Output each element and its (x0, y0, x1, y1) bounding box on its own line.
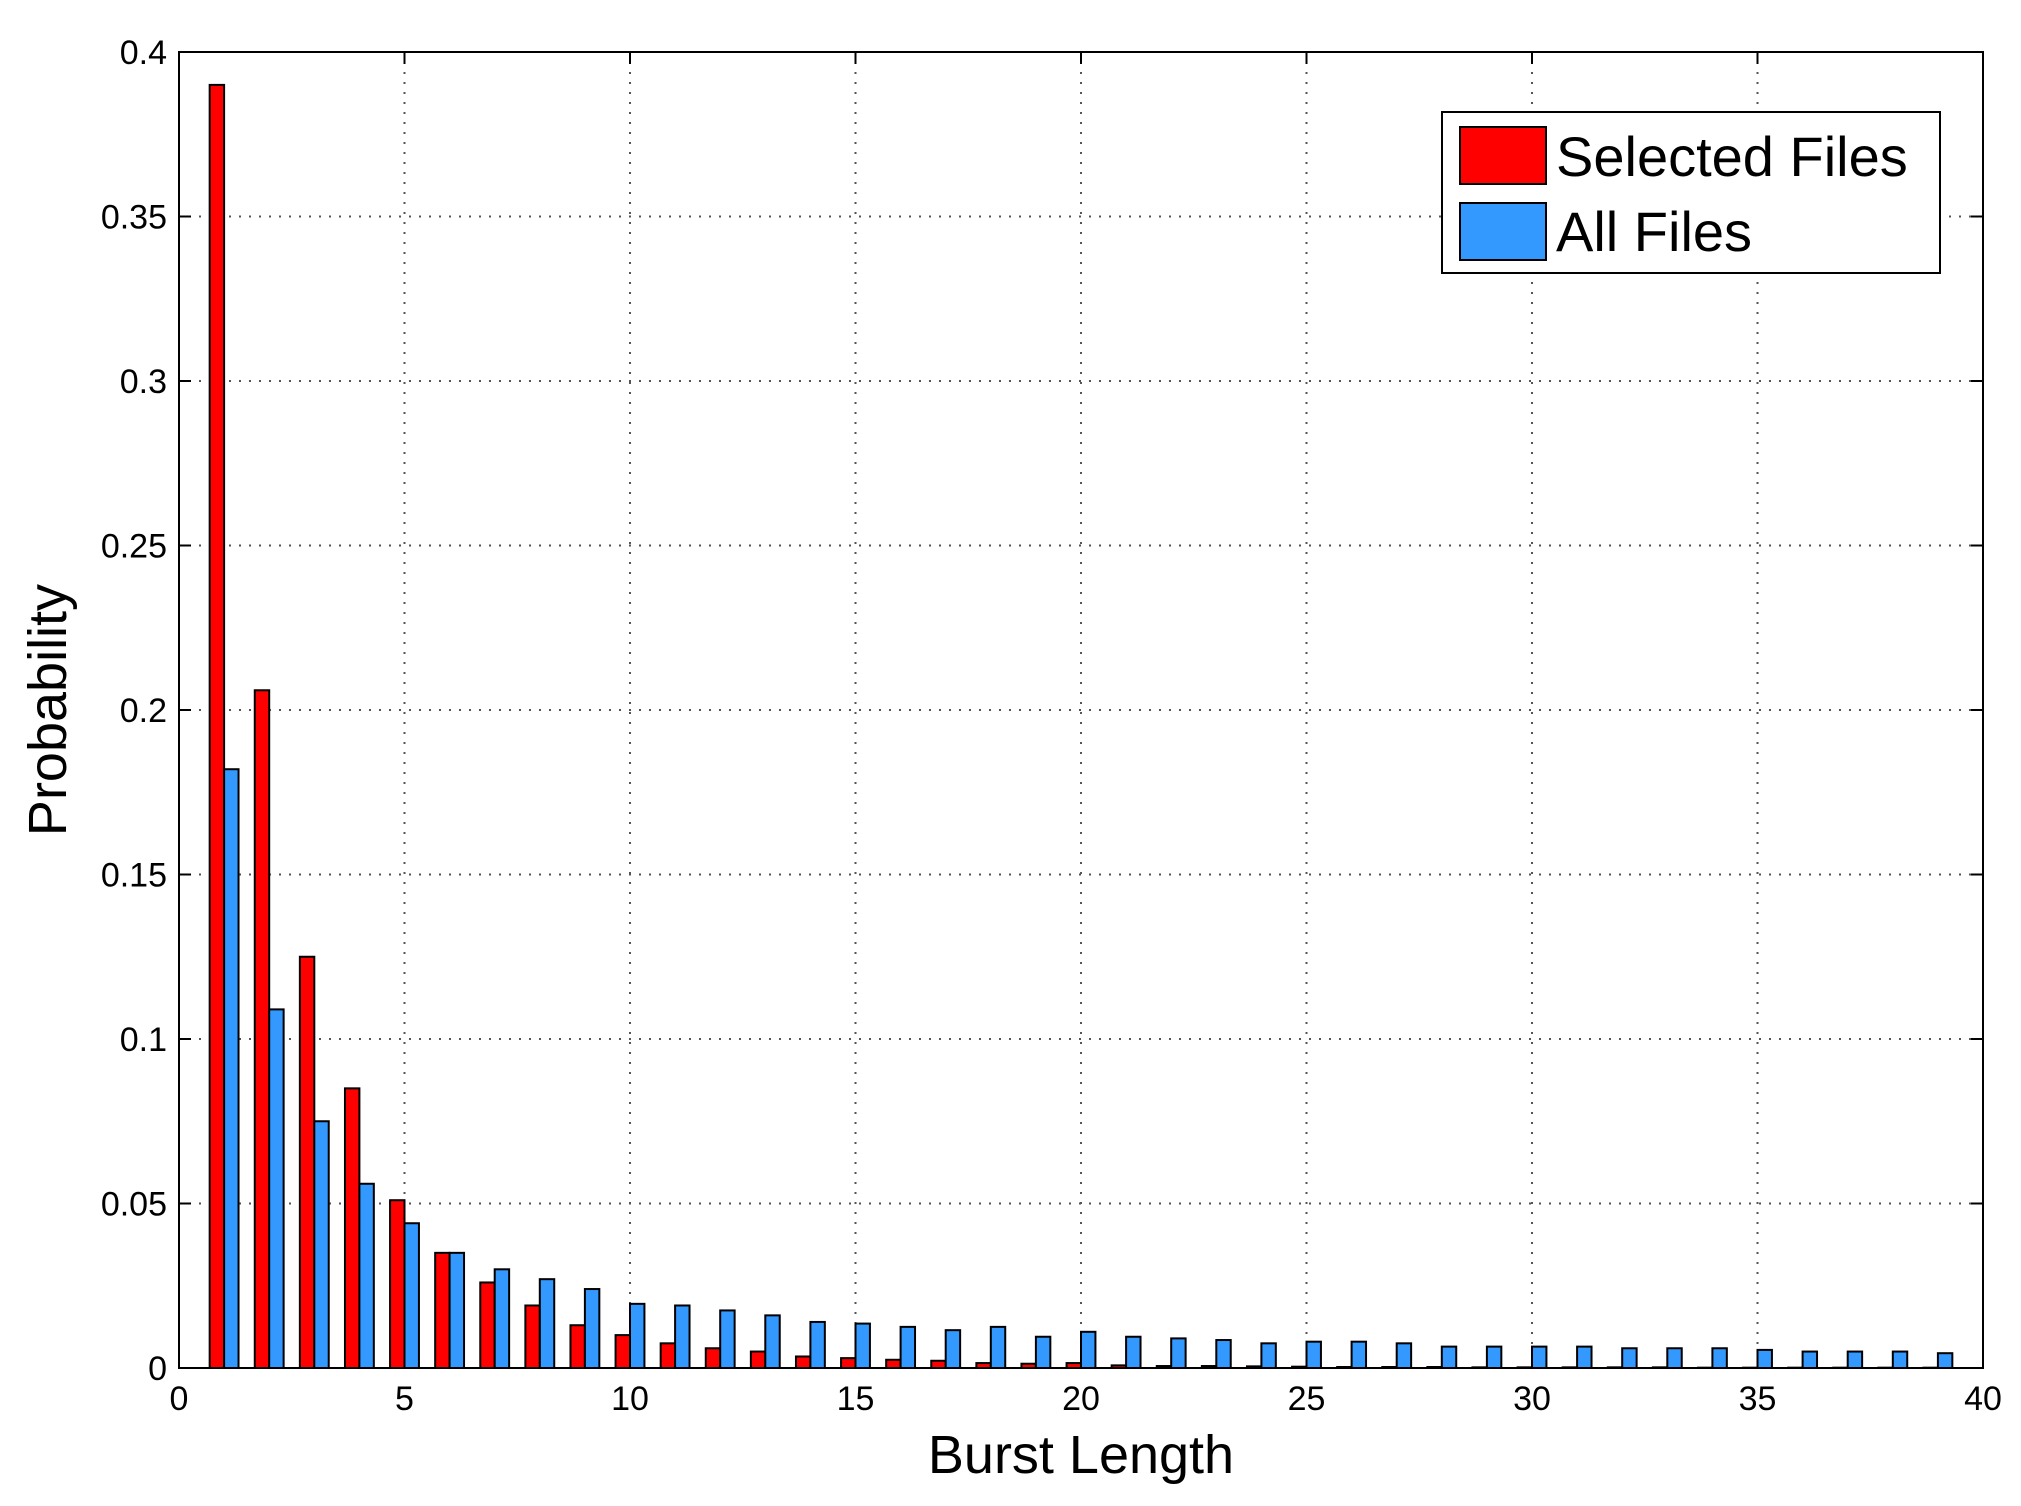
bar-selected-files (794, 1355, 812, 1369)
x-tick-label: 20 (1062, 1380, 1100, 1418)
bar-selected-files (840, 1357, 857, 1370)
bar-selected-files (659, 1342, 677, 1369)
bar-selected-files (885, 1358, 902, 1370)
bar-selected-files (524, 1304, 541, 1369)
bar-all-files (1531, 1345, 1548, 1369)
bar-selected-files (614, 1334, 631, 1369)
bar-all-files (989, 1325, 1007, 1369)
bar-all-files (1260, 1342, 1277, 1369)
bar-selected-files (343, 1087, 361, 1369)
bar-all-files (1125, 1335, 1142, 1369)
legend-swatch-all-files (1459, 202, 1547, 261)
bar-selected-files (208, 83, 226, 1369)
y-axis-title: Probability (18, 584, 78, 836)
bar-all-files (719, 1309, 736, 1370)
bar-all-files (1801, 1350, 1819, 1370)
y-tick-label: 0 (148, 1350, 167, 1388)
bar-all-files (1666, 1347, 1683, 1370)
x-axis-title: Burst Length (928, 1425, 1234, 1485)
bar-all-files (1395, 1342, 1413, 1369)
bar-all-files (1034, 1335, 1052, 1369)
bar-all-files (1576, 1345, 1593, 1369)
bar-all-files (1711, 1347, 1728, 1370)
bar-all-files (1350, 1340, 1368, 1370)
x-tick-label: 25 (1288, 1380, 1326, 1418)
bar-all-files (223, 768, 240, 1369)
bar-selected-files (749, 1350, 767, 1370)
tick-labels: 0 5 10 15 20 25 30 35 40 0 0.05 0.1 0.15 0.2 0.25 0.3 0.… (101, 34, 2002, 1418)
x-tick-label: 15 (837, 1380, 875, 1418)
bar-all-files (583, 1288, 601, 1370)
bar-all-files (1215, 1339, 1232, 1370)
y-tick-label: 0.35 (101, 199, 167, 237)
bar-all-files (313, 1120, 330, 1369)
bar-selected-files (434, 1251, 451, 1369)
legend: Selected Files All Files (1441, 111, 1941, 274)
bar-all-files (809, 1320, 826, 1369)
y-tick-label: 0.05 (101, 1186, 167, 1224)
bar-all-files (1170, 1337, 1187, 1370)
bar-all-files (1080, 1330, 1097, 1370)
bar-all-files (1305, 1340, 1322, 1370)
bar-all-files (629, 1302, 646, 1369)
y-tick-label: 0.4 (120, 34, 167, 72)
bar-selected-files (569, 1324, 586, 1369)
x-tick-label: 0 (170, 1380, 189, 1418)
bar-selected-files (479, 1281, 496, 1369)
bar-all-files (1440, 1345, 1458, 1369)
bar-all-files (448, 1251, 466, 1369)
axis-ticks (178, 51, 1984, 1369)
bar-all-files (899, 1325, 917, 1369)
y-tick-label: 0.15 (101, 857, 167, 895)
bar-all-files (358, 1182, 375, 1370)
y-tick-label: 0.25 (101, 528, 167, 566)
grid (179, 52, 1983, 1368)
bar-all-files (1891, 1350, 1909, 1370)
x-tick-label: 40 (1964, 1380, 2002, 1418)
y-tick-label: 0.3 (120, 363, 167, 401)
bar-all-files (268, 1008, 285, 1369)
bar-all-files (1621, 1347, 1638, 1370)
x-tick-label: 5 (395, 1380, 414, 1418)
legend-label-selected-files: Selected Files (1556, 125, 1908, 188)
bar-selected-files (389, 1199, 406, 1369)
bar-all-files (1485, 1345, 1503, 1369)
bar-all-files (674, 1304, 691, 1369)
y-tick-label: 0.2 (120, 692, 167, 730)
x-tick-label: 30 (1513, 1380, 1551, 1418)
y-tick-label: 0.1 (120, 1021, 167, 1059)
bar-all-files (1846, 1350, 1864, 1370)
bar-selected-files (298, 955, 316, 1369)
bar-all-files (944, 1329, 962, 1370)
legend-swatch-selected-files (1459, 126, 1547, 185)
bar-selected-files (704, 1347, 722, 1370)
bar-all-files (1936, 1352, 1954, 1369)
legend-label-all-files: All Files (1556, 200, 1752, 263)
bar-all-files (764, 1314, 781, 1369)
bar-selected-files (253, 689, 271, 1369)
bar-all-files (538, 1278, 556, 1370)
bar-all-files (1756, 1348, 1773, 1370)
bar-selected-files (930, 1359, 947, 1369)
bar-all-files (403, 1222, 420, 1369)
x-tick-label: 10 (611, 1380, 649, 1418)
x-tick-label: 35 (1739, 1380, 1777, 1418)
bar-all-files (854, 1322, 871, 1369)
bar-all-files (493, 1268, 511, 1370)
